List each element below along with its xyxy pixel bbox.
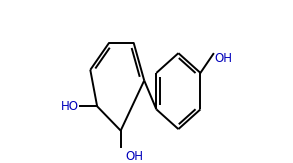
Text: OH: OH — [214, 52, 232, 65]
Text: OH: OH — [125, 150, 143, 163]
Text: HO: HO — [61, 100, 79, 113]
